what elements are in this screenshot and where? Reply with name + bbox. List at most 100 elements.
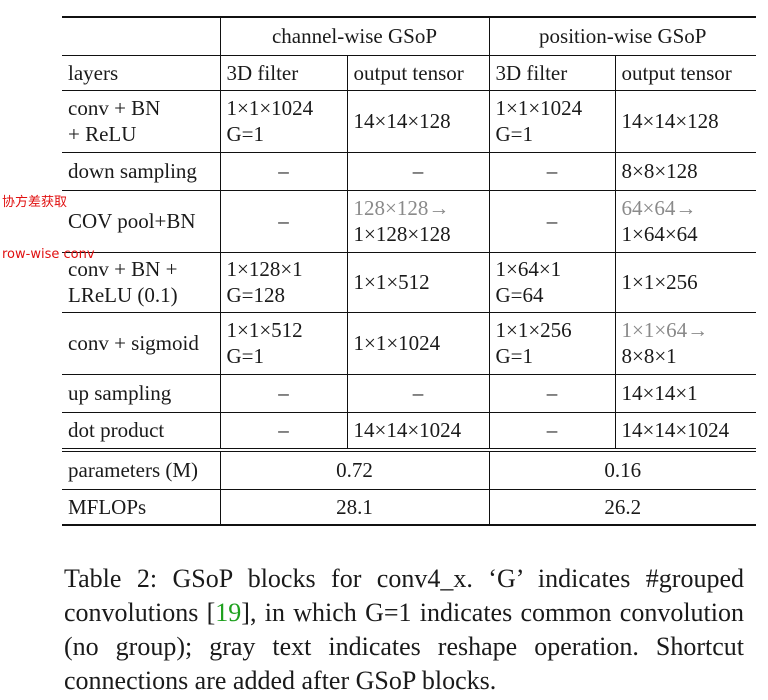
position-output-tensor-line: 64×64→ — [621, 196, 697, 220]
position-output-tensor-line: 8×8×128 — [621, 159, 698, 183]
layer-row: dot product – 14×14×1024 – 14×14×1024 — [62, 412, 756, 452]
layer-name-line: COV pool+BN — [68, 209, 196, 233]
channel-output-tensor-line: 1×1×512 — [353, 270, 430, 294]
position-3d-filter-line: G=64 — [495, 283, 544, 307]
position-3d-filter-line: 1×1×256 — [495, 318, 572, 342]
position-wise-header: position-wise GSoP — [488, 16, 756, 56]
channel-3d-filter-cell: – — [219, 374, 347, 413]
channel-3d-filter-line: 1×128×1 — [226, 257, 303, 281]
layer-name-line: conv + sigmoid — [68, 331, 199, 355]
position-3d-filter-line: 1×1×1024 — [495, 96, 583, 120]
layer-row: down sampling – – – 8×8×128 — [62, 152, 756, 191]
sub-header-row: layers 3D filter output tensor 3D filter… — [62, 55, 756, 91]
position-3d-filter-line: G=1 — [495, 344, 534, 368]
channel-output-tensor-line: 1×128×128 — [353, 222, 451, 246]
position-3d-filter-cell: 1×1×1024 G=1 — [488, 90, 615, 153]
layer-row: conv + sigmoid 1×1×512 G=1 1×1×1024 1×1×256 G… — [62, 312, 756, 375]
channel-3d-filter-line: G=1 — [226, 122, 265, 146]
position-3d-filter-line: – — [546, 209, 558, 233]
channel-filter-header: 3D filter — [219, 55, 347, 91]
position-output-tensor-line: 1×1×256 — [621, 270, 698, 294]
layer-name-line: + ReLU — [68, 122, 137, 146]
channel-3d-filter-line: G=128 — [226, 283, 286, 307]
position-3d-filter-line: G=1 — [495, 122, 534, 146]
channel-output-tensor-line: – — [412, 381, 424, 405]
position-3d-filter-cell: 1×64×1 G=64 — [488, 252, 615, 313]
caption-text-end: ], in which G=1 indicates common convolu… — [64, 598, 744, 695]
layer-name-line: up sampling — [68, 381, 172, 405]
position-3d-filter-cell: – — [488, 152, 615, 191]
layer-name-line: down sampling — [68, 159, 197, 183]
position-output-tensor-line: 14×14×128 — [621, 109, 719, 133]
annotation-row-wise-conv: row-wise conv — [2, 247, 95, 262]
channel-output-tensor-cell: 1×1×1024 — [346, 312, 489, 375]
channel-3d-filter-cell: – — [219, 190, 347, 253]
layers-header: layers — [62, 55, 220, 91]
position-3d-filter-cell: – — [488, 374, 615, 413]
position-output-tensor-cell: 14×14×1024 — [614, 412, 756, 452]
position-output-tensor-cell: 1×1×64→ 8×8×1 — [614, 312, 756, 375]
position-3d-filter-cell: 1×1×256 G=1 — [488, 312, 615, 375]
position-output-tensor-cell: 64×64→ 1×64×64 — [614, 190, 756, 253]
citation-link[interactable]: 19 — [215, 598, 242, 627]
layer-row: up sampling – – – 14×14×1 — [62, 374, 756, 413]
channel-output-header: output tensor — [346, 55, 489, 91]
channel-3d-filter-line: – — [278, 209, 289, 233]
channel-output-tensor-line: 128×128→ — [353, 196, 450, 220]
position-output-tensor-line: 8×8×1 — [621, 344, 677, 368]
layer-name-line: LReLU (0.1) — [68, 283, 178, 307]
channel-output-tensor-cell: 1×1×512 — [346, 252, 489, 313]
channel-output-tensor-cell: – — [346, 374, 489, 413]
channel-3d-filter-cell: 1×1×512 G=1 — [219, 312, 347, 375]
table-caption: Table 2: GSoP blocks for conv4_x. ‘G’ in… — [64, 562, 744, 698]
parameters-row: parameters (M) 0.72 0.16 — [62, 450, 756, 490]
channel-3d-filter-line: – — [278, 418, 289, 443]
channel-3d-filter-cell: 1×128×1 G=128 — [219, 252, 347, 313]
corner-cell — [62, 16, 220, 56]
position-3d-filter-line: 1×64×1 — [495, 257, 562, 281]
layer-name-cell: down sampling — [62, 152, 220, 191]
layer-name-cell: conv + sigmoid — [62, 312, 220, 375]
gsop-table: channel-wise GSoP position-wise GSoP lay… — [62, 16, 756, 526]
position-output-tensor-line: 1×64×64 — [621, 222, 698, 246]
layer-row: conv + BN + LReLU (0.1) 1×128×1 G=128 1×1×51… — [62, 252, 756, 313]
position-output-tensor-cell: 8×8×128 — [614, 152, 756, 191]
channel-output-tensor-line: 14×14×1024 — [353, 418, 462, 443]
position-output-tensor-line: 14×14×1024 — [621, 418, 730, 443]
channel-output-tensor-cell: 128×128→ 1×128×128 — [346, 190, 489, 253]
layer-name-cell: COV pool+BN — [62, 190, 220, 253]
channel-output-tensor-line: – — [412, 159, 424, 183]
channel-3d-filter-line: – — [278, 381, 289, 405]
layer-name-line: conv + BN — [68, 96, 161, 120]
channel-wise-header: channel-wise GSoP — [219, 16, 489, 56]
position-filter-header: 3D filter — [488, 55, 615, 91]
layer-name-line: conv + BN + — [68, 257, 178, 281]
channel-3d-filter-cell: – — [219, 152, 347, 191]
position-3d-filter-line: – — [546, 159, 558, 183]
layer-name-cell: conv + BN + ReLU — [62, 90, 220, 153]
channel-3d-filter-line: 1×1×1024 — [226, 96, 314, 120]
mflops-channel-value: 28.1 — [219, 489, 489, 526]
channel-output-tensor-line: 14×14×128 — [353, 109, 451, 133]
group-header-row: channel-wise GSoP position-wise GSoP — [62, 16, 756, 56]
channel-output-tensor-cell: 14×14×1024 — [346, 412, 489, 452]
parameters-label: parameters (M) — [62, 450, 220, 490]
caption-text-start: Table 2: GSoP blocks for conv4_x. ‘G’ in… — [64, 564, 744, 627]
position-3d-filter-line: – — [546, 381, 558, 405]
layer-name-cell: up sampling — [62, 374, 220, 413]
position-3d-filter-cell: – — [488, 412, 615, 452]
position-output-tensor-line: 1×1×64→ — [621, 318, 709, 342]
position-output-tensor-cell: 1×1×256 — [614, 252, 756, 313]
channel-3d-filter-line: G=1 — [226, 344, 265, 368]
position-output-tensor-cell: 14×14×1 — [614, 374, 756, 413]
position-output-tensor-cell: 14×14×128 — [614, 90, 756, 153]
channel-3d-filter-line: 1×1×512 — [226, 318, 303, 342]
channel-output-tensor-cell: 14×14×128 — [346, 90, 489, 153]
layer-name-cell: conv + BN + LReLU (0.1) — [62, 252, 220, 313]
mflops-label: MFLOPs — [62, 489, 220, 526]
channel-3d-filter-cell: – — [219, 412, 347, 452]
layer-name-cell: dot product — [62, 412, 220, 452]
channel-output-tensor-cell: – — [346, 152, 489, 191]
channel-output-tensor-line: 1×1×1024 — [353, 331, 441, 355]
mflops-row: MFLOPs 28.1 26.2 — [62, 489, 756, 526]
